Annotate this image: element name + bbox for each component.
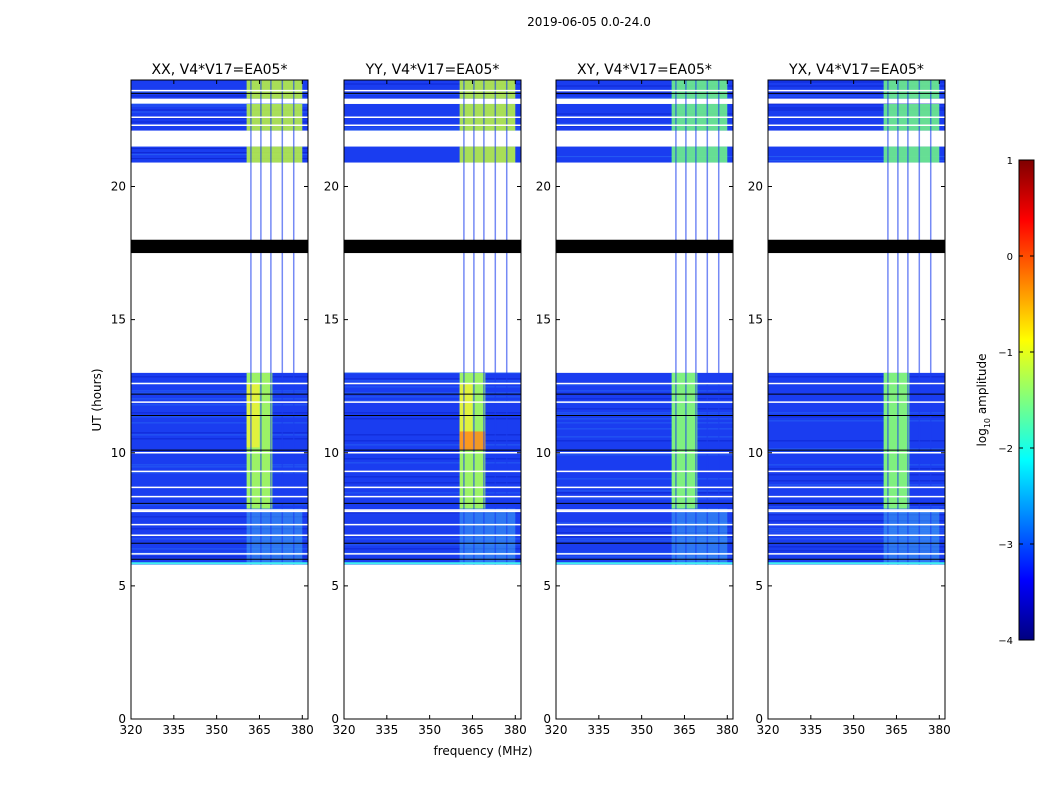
x-tick-label: 335 xyxy=(587,723,610,737)
x-axis-label: frequency (MHz) xyxy=(433,744,532,758)
colorbar-tick-label: 1 xyxy=(1007,156,1013,167)
heatmap-area xyxy=(344,80,521,565)
panel-title: YX, V4*V17=EA05* xyxy=(788,62,924,78)
y-tick-label: 20 xyxy=(324,180,339,194)
colorbar-tick-label: −3 xyxy=(998,540,1013,551)
figure-suptitle: 2019-06-05 0.0-24.0 xyxy=(527,15,651,29)
panel-title: XY, V4*V17=EA05* xyxy=(577,62,712,78)
y-tick-label: 15 xyxy=(748,313,763,327)
x-tick-label: 320 xyxy=(333,723,356,737)
flagged-band xyxy=(768,239,945,254)
colorbar-tick-label: −2 xyxy=(998,444,1013,455)
y-tick-label: 0 xyxy=(755,712,763,726)
colorbar-tick-label: −4 xyxy=(998,636,1013,647)
y-tick-label: 10 xyxy=(111,446,126,460)
panel-title: XX, V4*V17=EA05* xyxy=(152,62,288,78)
panel-frame xyxy=(767,79,946,720)
x-tick-label: 320 xyxy=(757,723,780,737)
x-tick-label: 350 xyxy=(205,723,228,737)
heatmap-area xyxy=(131,80,308,565)
panel-frame xyxy=(555,79,734,720)
y-tick-label: 20 xyxy=(748,180,763,194)
x-tick-label: 365 xyxy=(461,723,484,737)
y-tick-label: 5 xyxy=(755,579,763,593)
colorbar: 1 0 −1 −2 −3 −4 log10 amplitude xyxy=(975,156,1035,647)
colorbar-gradient xyxy=(1018,159,1035,641)
flagged-band xyxy=(556,239,733,254)
x-tick-label: 350 xyxy=(418,723,441,737)
x-tick-label: 380 xyxy=(716,723,739,737)
y-tick-label: 20 xyxy=(111,180,126,194)
panel-title: YY, V4*V17=EA05* xyxy=(365,62,500,78)
x-tick-label: 365 xyxy=(673,723,696,737)
x-tick-label: 380 xyxy=(291,723,314,737)
y-tick-label: 0 xyxy=(118,712,126,726)
y-tick-label: 5 xyxy=(118,579,126,593)
x-tick-label: 380 xyxy=(504,723,527,737)
colorbar-tick-label: 0 xyxy=(1007,252,1013,263)
panel-frame xyxy=(130,79,309,720)
x-tick-label: 335 xyxy=(162,723,185,737)
y-tick-label: 20 xyxy=(536,180,551,194)
heatmap-area xyxy=(768,80,945,565)
colorbar-ticks: 1 0 −1 −2 −3 −4 xyxy=(998,156,1034,647)
x-tick-label: 335 xyxy=(375,723,398,737)
y-axis-label: UT (hours) xyxy=(90,368,104,431)
panel-3: XY, V4*V17=EA05* 0 5 10 15 20 320 335 350 365 380 xyxy=(536,62,739,737)
x-tick-label: 350 xyxy=(630,723,653,737)
flagged-band xyxy=(131,239,308,254)
colorbar-tick-label: −1 xyxy=(998,348,1013,359)
panel-1: XX, V4*V17=EA05* 0 5 10 15 20 320 335 350 365 380 xyxy=(111,62,314,737)
x-tick-label: 320 xyxy=(120,723,143,737)
y-tick-label: 10 xyxy=(748,446,763,460)
x-tick-label: 380 xyxy=(928,723,951,737)
x-tick-label: 335 xyxy=(799,723,822,737)
flagged-band xyxy=(344,239,521,254)
y-tick-label: 5 xyxy=(331,579,339,593)
y-tick-label: 15 xyxy=(536,313,551,327)
rfi-band-peak xyxy=(459,431,486,451)
colorbar-label: log10 amplitude xyxy=(975,354,992,447)
panel-frame xyxy=(343,79,522,720)
panel-4: YX, V4*V17=EA05* 0 5 10 15 20 320 335 350 365 380 xyxy=(748,62,951,737)
y-tick-label: 0 xyxy=(331,712,339,726)
x-tick-label: 365 xyxy=(248,723,271,737)
y-tick-label: 15 xyxy=(111,313,126,327)
x-tick-label: 320 xyxy=(545,723,568,737)
y-tick-label: 10 xyxy=(536,446,551,460)
x-tick-label: 350 xyxy=(842,723,865,737)
heatmap-area xyxy=(556,80,733,565)
y-tick-label: 15 xyxy=(324,313,339,327)
panel-2: YY, V4*V17=EA05* 0 5 10 15 20 320 335 350 365 380 xyxy=(324,62,527,737)
y-tick-label: 5 xyxy=(543,579,551,593)
y-tick-label: 10 xyxy=(324,446,339,460)
x-tick-label: 365 xyxy=(885,723,908,737)
y-tick-label: 0 xyxy=(543,712,551,726)
